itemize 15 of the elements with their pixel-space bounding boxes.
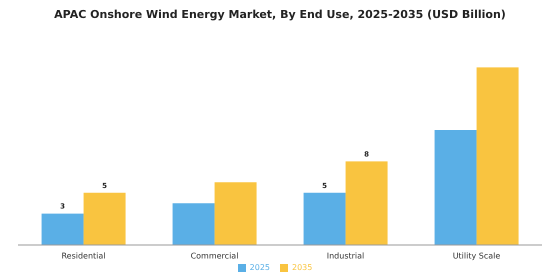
bar <box>172 203 215 245</box>
bar <box>42 214 84 245</box>
x-tick-label: Utility Scale <box>452 252 500 261</box>
bar <box>214 182 257 245</box>
chart-title: APAC Onshore Wind Energy Market, By End Use, 2025-2035 (USD Billion) <box>53 8 507 23</box>
x-tick-label: Residential <box>61 252 106 261</box>
bar <box>84 192 126 245</box>
x-tick-label: Commercial <box>190 252 238 261</box>
bar <box>346 161 388 245</box>
bar <box>304 192 346 245</box>
x-tick-label: Industrial <box>326 252 364 261</box>
legend-label: 2035 <box>292 263 312 272</box>
bar <box>434 130 477 245</box>
bar <box>476 67 519 245</box>
legend-label: 2025 <box>250 263 270 272</box>
